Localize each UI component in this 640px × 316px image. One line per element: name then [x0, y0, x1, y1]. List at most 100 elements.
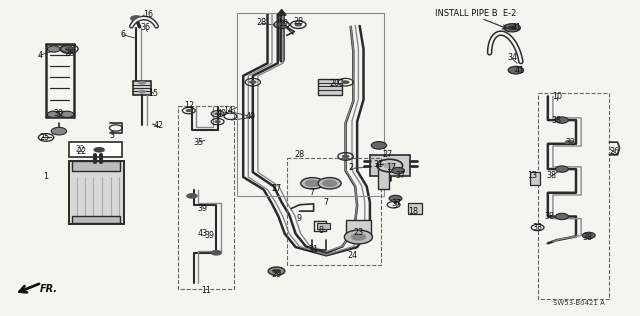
Text: 7: 7: [310, 188, 315, 197]
Text: 34: 34: [507, 53, 517, 62]
Text: 2: 2: [348, 163, 353, 172]
Text: 42: 42: [154, 121, 164, 130]
Text: 6: 6: [120, 30, 125, 39]
Text: 22: 22: [77, 147, 87, 156]
Text: 33: 33: [532, 223, 543, 232]
Circle shape: [556, 166, 568, 172]
Circle shape: [214, 112, 221, 115]
Text: 35: 35: [193, 138, 204, 147]
Circle shape: [51, 127, 67, 135]
Text: 36: 36: [141, 23, 151, 32]
Circle shape: [556, 213, 568, 220]
Text: 15: 15: [148, 89, 159, 98]
Text: INSTALL PIPE B  E-2: INSTALL PIPE B E-2: [435, 9, 516, 18]
Circle shape: [211, 250, 222, 256]
Circle shape: [351, 233, 366, 241]
Circle shape: [508, 66, 524, 74]
Text: 8: 8: [319, 226, 324, 235]
Circle shape: [186, 193, 198, 199]
Text: 28: 28: [294, 150, 305, 159]
Text: 31: 31: [374, 160, 384, 169]
Bar: [530, 172, 540, 185]
Circle shape: [186, 109, 192, 112]
Bar: [178, 106, 234, 289]
Text: FR.: FR.: [40, 284, 58, 294]
Bar: [408, 203, 422, 214]
Circle shape: [322, 179, 337, 187]
Circle shape: [342, 155, 349, 158]
Circle shape: [278, 23, 285, 27]
Text: 43: 43: [197, 229, 207, 238]
Circle shape: [301, 178, 324, 189]
Bar: [72, 161, 120, 171]
Circle shape: [371, 142, 387, 149]
Polygon shape: [277, 9, 286, 15]
Text: 37: 37: [392, 199, 402, 208]
Circle shape: [249, 80, 257, 84]
Bar: [538, 93, 609, 299]
Bar: [72, 216, 120, 223]
Text: 11: 11: [201, 286, 211, 295]
Circle shape: [305, 179, 320, 187]
Text: 24: 24: [347, 251, 357, 260]
Bar: [287, 158, 381, 265]
Text: 32: 32: [566, 138, 576, 147]
Text: 14: 14: [223, 106, 234, 115]
Circle shape: [556, 117, 568, 123]
Text: 5: 5: [392, 201, 397, 210]
Text: 38: 38: [552, 116, 562, 125]
Text: 28: 28: [293, 17, 303, 26]
Text: 13: 13: [527, 171, 538, 180]
Text: 19: 19: [278, 19, 289, 28]
Bar: [133, 81, 151, 95]
Text: 16: 16: [143, 10, 154, 19]
Circle shape: [383, 162, 396, 169]
Bar: [237, 13, 384, 196]
Circle shape: [392, 167, 404, 174]
Circle shape: [389, 195, 402, 202]
Circle shape: [214, 120, 221, 123]
Text: 41: 41: [515, 66, 525, 75]
Circle shape: [138, 90, 146, 94]
Text: 39: 39: [205, 231, 215, 240]
Text: 23: 23: [353, 228, 364, 237]
Text: 38: 38: [544, 212, 554, 221]
Text: 28: 28: [64, 49, 74, 58]
Circle shape: [61, 111, 74, 118]
Bar: [69, 142, 122, 157]
Bar: [318, 79, 342, 95]
Text: 10: 10: [552, 92, 562, 101]
Text: 12: 12: [184, 101, 194, 110]
Text: 28: 28: [256, 18, 266, 27]
Text: 20: 20: [330, 79, 340, 88]
Text: 21: 21: [308, 245, 319, 254]
Circle shape: [47, 46, 60, 52]
Circle shape: [344, 230, 372, 244]
Text: 17: 17: [387, 163, 397, 172]
Text: 41: 41: [512, 23, 522, 32]
Text: 40: 40: [216, 109, 227, 118]
Bar: [378, 164, 389, 189]
Circle shape: [508, 26, 516, 30]
Bar: [370, 155, 410, 176]
Text: 7: 7: [324, 198, 329, 207]
Circle shape: [294, 23, 302, 27]
Circle shape: [65, 47, 74, 51]
Text: 1: 1: [44, 173, 49, 181]
Text: 30: 30: [54, 109, 64, 118]
Circle shape: [47, 111, 60, 118]
Text: 9: 9: [297, 214, 302, 222]
Circle shape: [138, 81, 146, 85]
Bar: [346, 220, 371, 237]
Circle shape: [130, 15, 143, 21]
Text: 29: 29: [271, 270, 282, 279]
Circle shape: [318, 178, 341, 189]
Circle shape: [272, 269, 281, 273]
Text: 3: 3: [109, 131, 115, 140]
Text: 4: 4: [37, 51, 42, 60]
Circle shape: [268, 267, 285, 275]
Circle shape: [582, 232, 595, 239]
Text: 26: 26: [609, 147, 620, 156]
Text: 18: 18: [408, 207, 418, 216]
Text: 39: 39: [198, 204, 208, 213]
